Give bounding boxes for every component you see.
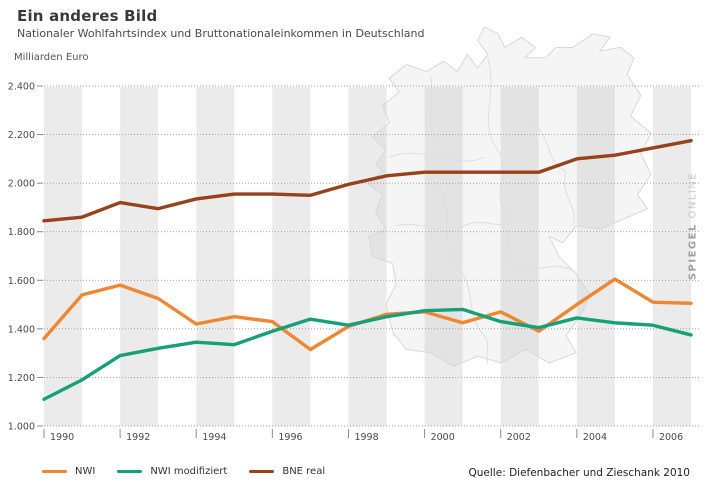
watermark-spiegel: SPIEGEL: [687, 223, 699, 281]
y-tick-label: 2.200: [8, 130, 35, 141]
chart-legend: NWI NWI modifiziert BNE real: [42, 466, 347, 477]
legend-item-nwi: NWI: [42, 466, 95, 477]
y-tick-label: 1.200: [8, 373, 35, 384]
year-band: [576, 87, 615, 426]
x-tick-label: 2002: [507, 432, 531, 443]
watermark-online-text: ONLINE: [687, 171, 699, 219]
year-band: [44, 87, 83, 426]
legend-swatch-nwi-modifiziert: [117, 470, 143, 473]
source-credit: Quelle: Diefenbacher und Zieschank 2010: [468, 467, 690, 479]
germany-map-watermark: [369, 27, 651, 367]
x-tick-label: 1996: [278, 432, 302, 443]
page-title: Ein anderes Bild: [17, 7, 158, 25]
year-band: [424, 87, 463, 426]
x-tick-label: 1990: [50, 432, 74, 443]
legend-label-nwi-modifiziert: NWI modifiziert: [150, 466, 228, 477]
series-line-nwi-modifiziert: [42, 307, 693, 401]
gridlines-and-axis-ticks: 1.000 1.200 1.400 1.600 1.800 2.000 2.200 2.400…: [8, 82, 701, 443]
legend-item-bne-real: BNE real: [249, 466, 325, 477]
y-tick-label: 1.400: [8, 324, 35, 335]
legend-label-bne-real: BNE real: [282, 466, 326, 477]
germany-outline: [369, 27, 651, 367]
year-band: [652, 87, 692, 426]
year-band: [120, 87, 159, 426]
x-tick-label: 1992: [126, 432, 150, 443]
y-tick-label: 1.600: [8, 276, 35, 287]
germany-state-borders: [389, 58, 574, 363]
spiegel-online-watermark: SPIEGEL ONLINE: [688, 172, 699, 280]
year-band: [348, 87, 387, 426]
y-tick-label: 2.400: [8, 82, 35, 93]
y-tick-label: 1.800: [8, 227, 35, 238]
legend-swatch-nwi: [42, 470, 67, 473]
year-band: [196, 87, 235, 426]
x-tick-label: 2006: [659, 432, 683, 443]
x-tick-label: 2000: [431, 432, 455, 443]
x-tick-label: 2004: [583, 432, 607, 443]
y-axis-unit-label: Milliarden Euro: [14, 52, 89, 63]
chart-subtitle: Nationaler Wohlfahrtsindex und Bruttonat…: [17, 27, 425, 40]
series-line-bne-real: [42, 138, 693, 223]
y-tick-label: 1.000: [8, 422, 35, 433]
legend-item-nwi-modifiziert: NWI modifiziert: [117, 466, 227, 477]
x-tick-label: 1994: [202, 432, 226, 443]
year-band: [272, 87, 311, 426]
x-tick-label: 1998: [354, 432, 378, 443]
legend-swatch-bne-real: [249, 470, 275, 473]
data-series-lines: [42, 138, 693, 401]
y-tick-label: 2.000: [8, 179, 35, 190]
watermark-online: [688, 218, 699, 223]
legend-label-nwi: NWI: [75, 466, 96, 477]
